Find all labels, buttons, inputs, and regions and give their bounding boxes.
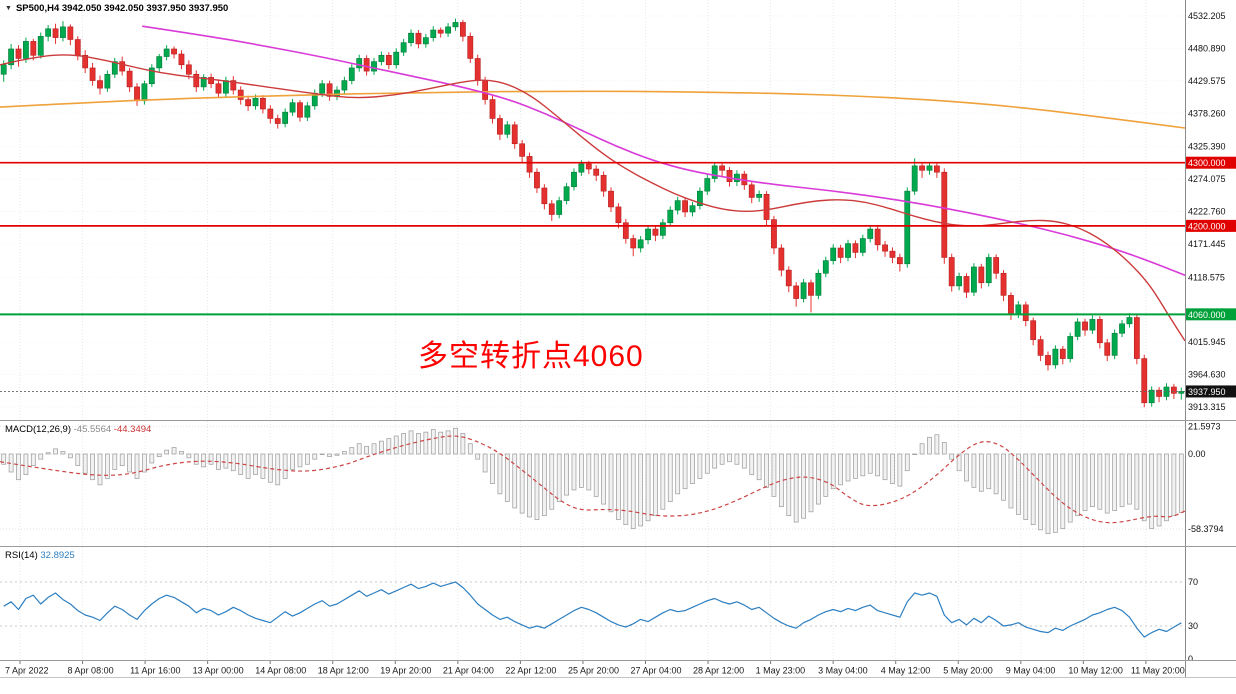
svg-text:4325.390: 4325.390	[1188, 142, 1226, 152]
svg-text:3964.630: 3964.630	[1188, 370, 1226, 380]
horizontal-level-lines[interactable]: 4300.000 4200.000 4060.000	[0, 156, 1236, 321]
svg-text:27 Apr 04:00: 27 Apr 04:00	[631, 666, 682, 676]
current-price-line: 3937.950	[0, 385, 1236, 398]
svg-text:4274.075: 4274.075	[1188, 174, 1226, 184]
svg-text:8 Apr 08:00: 8 Apr 08:00	[68, 666, 114, 676]
svg-text:9 May 04:00: 9 May 04:00	[1006, 666, 1056, 676]
macd-indicator-name: MACD(12,26,9)	[5, 424, 71, 435]
svg-text:7 Apr 2022: 7 Apr 2022	[5, 666, 49, 676]
macd-panel: 21.5973 0.00 -58.3794 MACD(12,26,9) -45.55…	[0, 420, 1236, 547]
svg-text:21.5973: 21.5973	[1188, 421, 1221, 431]
svg-text:11 May 20:00: 11 May 20:00	[1131, 666, 1185, 676]
rsi-y-axis[interactable]: 70 30 0	[1185, 547, 1199, 661]
svg-text:4480.890: 4480.890	[1188, 43, 1226, 53]
rsi-canvas[interactable]: 70 30 0	[0, 547, 1236, 661]
svg-text:11 Apr 16:00: 11 Apr 16:00	[130, 666, 180, 676]
rsi-panel: 70 30 0 RSI(14) 32.8925	[0, 546, 1236, 661]
macd-signal-value: -44.3494	[113, 424, 152, 435]
svg-text:25 Apr 20:00: 25 Apr 20:00	[568, 666, 619, 676]
svg-text:18 Apr 12:00: 18 Apr 12:00	[318, 666, 369, 676]
macd-y-axis[interactable]: 21.5973 0.00 -58.3794	[1185, 421, 1224, 547]
svg-text:3937.950: 3937.950	[1188, 387, 1226, 397]
moving-averages	[0, 25, 1186, 342]
rsi-indicator-name: RSI(14)	[5, 550, 38, 561]
svg-text:4060.000: 4060.000	[1188, 310, 1226, 320]
rsi-label: RSI(14) 32.8925	[5, 550, 75, 561]
price-y-axis[interactable]: 4532.205 4480.890 4429.575 4378.260 4325.390…	[1185, 0, 1226, 420]
macd-main-value: -45.5564	[73, 424, 112, 435]
svg-text:0.00: 0.00	[1188, 449, 1206, 459]
svg-text:4200.000: 4200.000	[1188, 221, 1226, 231]
grid	[0, 421, 1185, 547]
bottom-strip	[0, 677, 1236, 694]
svg-text:13 Apr 00:00: 13 Apr 00:00	[193, 666, 244, 676]
svg-text:0: 0	[1188, 654, 1193, 661]
svg-text:5 May 20:00: 5 May 20:00	[943, 666, 993, 676]
svg-text:10 May 12:00: 10 May 12:00	[1068, 666, 1123, 676]
svg-text:4015.945: 4015.945	[1188, 337, 1226, 347]
svg-text:4300.000: 4300.000	[1188, 158, 1226, 168]
price-chart-panel: 4300.000 4200.000 4060.000 3937.950 4532.205…	[0, 0, 1236, 420]
svg-text:4 May 12:00: 4 May 12:00	[881, 666, 931, 676]
svg-text:4532.205: 4532.205	[1188, 11, 1226, 21]
chart-title: ▼ SP500,H4 3942.050 3942.050 3937.950 39…	[5, 3, 228, 14]
svg-text:3 May 04:00: 3 May 04:00	[818, 666, 868, 676]
time-axis-canvas[interactable]: 7 Apr 2022 8 Apr 08:00 11 Apr 16:00 13 Apr …	[0, 661, 1236, 678]
svg-text:30: 30	[1188, 621, 1198, 631]
svg-text:14 Apr 08:00: 14 Apr 08:00	[255, 666, 306, 676]
svg-text:1 May 23:00: 1 May 23:00	[756, 666, 806, 676]
svg-text:28 Apr 12:00: 28 Apr 12:00	[693, 666, 744, 676]
chart-ohlc-readout: SP500,H4 3942.050 3942.050 3937.950 3937…	[15, 3, 229, 14]
svg-text:19 Apr 20:00: 19 Apr 20:00	[380, 666, 431, 676]
svg-text:21 Apr 04:00: 21 Apr 04:00	[443, 666, 494, 676]
grid	[0, 547, 1185, 661]
grid	[0, 0, 1185, 420]
rsi-line	[3, 581, 1182, 638]
svg-text:4118.575: 4118.575	[1188, 272, 1225, 282]
svg-text:4378.260: 4378.260	[1188, 108, 1226, 118]
svg-text:4171.445: 4171.445	[1188, 239, 1226, 249]
time-axis[interactable]: 7 Apr 2022 8 Apr 08:00 11 Apr 16:00 13 Apr …	[0, 660, 1236, 678]
svg-text:22 Apr 12:00: 22 Apr 12:00	[505, 666, 556, 676]
rsi-value: 32.8925	[40, 550, 75, 561]
chart-dropdown-icon[interactable]: ▼	[5, 5, 12, 12]
svg-text:-58.3794: -58.3794	[1188, 524, 1224, 534]
macd-signal-line	[0, 435, 1186, 524]
price-chart-canvas[interactable]: 4300.0004200.0004060.0003937.9504532.205…	[0, 0, 1236, 420]
svg-text:4429.575: 4429.575	[1188, 76, 1226, 86]
macd-label: MACD(12,26,9) -45.5564 -44.3494	[5, 424, 151, 435]
candles[interactable]	[0, 18, 1185, 408]
svg-text:3913.315: 3913.315	[1188, 402, 1226, 412]
time-axis-labels[interactable]: 7 Apr 2022 8 Apr 08:00 11 Apr 16:00 13 Apr …	[5, 661, 1186, 678]
svg-text:70: 70	[1188, 577, 1198, 587]
svg-text:4222.760: 4222.760	[1188, 207, 1226, 217]
annotation-text[interactable]: 多空转折点4060	[418, 340, 644, 373]
macd-canvas[interactable]: 21.5973 0.00 -58.3794	[0, 421, 1236, 547]
macd-histogram	[1, 427, 1184, 535]
